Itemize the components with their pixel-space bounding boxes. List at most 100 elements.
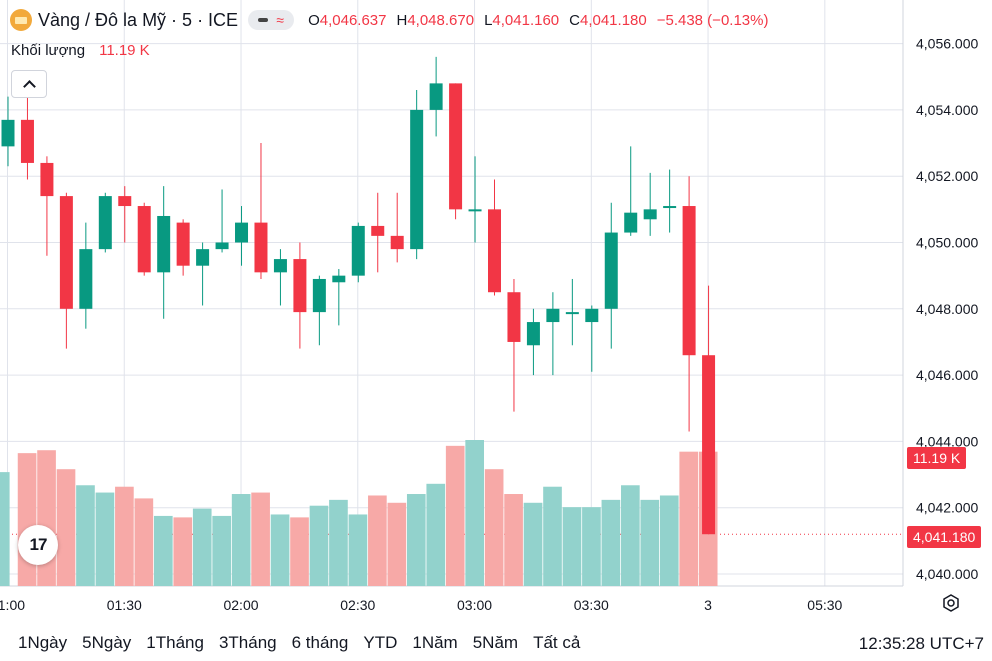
volume-bar bbox=[231, 494, 251, 586]
volume-bar bbox=[290, 517, 309, 586]
chart-type-toggle[interactable]: ≈ bbox=[248, 10, 295, 30]
candle-body bbox=[507, 292, 521, 342]
volume-bar bbox=[601, 499, 621, 586]
volume-bar bbox=[134, 498, 154, 586]
range-ytd[interactable]: YTD bbox=[363, 633, 398, 652]
collapse-legend-button[interactable] bbox=[11, 70, 47, 98]
volume-bar bbox=[562, 507, 582, 586]
volume-bar bbox=[309, 505, 329, 586]
volume-bar bbox=[621, 485, 640, 586]
y-tick-label: 4,052.000 bbox=[916, 168, 978, 184]
y-tick-label: 4,040.000 bbox=[916, 566, 978, 582]
candle-body bbox=[585, 308, 599, 323]
gold-coin-icon bbox=[10, 9, 32, 31]
candle-body bbox=[702, 355, 716, 535]
ohlc-values: O4,046.637 H4,048.670 L4,041.160 C4,041.180… bbox=[308, 12, 768, 29]
volume-bar bbox=[173, 517, 193, 586]
volume-bar bbox=[406, 494, 426, 586]
candle-body bbox=[157, 215, 171, 273]
volume-bar bbox=[37, 450, 56, 586]
minus-icon bbox=[258, 18, 269, 22]
x-tick-label: 05:30 bbox=[807, 597, 842, 613]
candle-body bbox=[79, 249, 93, 309]
candle-body bbox=[176, 222, 190, 266]
volume-bar bbox=[115, 486, 134, 586]
range-5-years[interactable]: 5Năm bbox=[472, 633, 519, 652]
candle-body bbox=[1, 119, 15, 147]
open-label: O bbox=[308, 11, 320, 29]
volume-label[interactable]: Khối lượng bbox=[11, 42, 86, 59]
x-tick-label: 01:00 bbox=[0, 597, 25, 613]
x-tick-label: 02:30 bbox=[340, 597, 375, 613]
y-tick-label: 4,044.000 bbox=[916, 433, 978, 449]
y-tick-label: 4,050.000 bbox=[916, 235, 978, 251]
candle-body bbox=[98, 196, 112, 250]
close-label: C bbox=[569, 11, 580, 29]
candle-body bbox=[526, 322, 540, 346]
x-tick-label: 3 bbox=[704, 597, 712, 613]
candle-body bbox=[565, 312, 579, 315]
tradingview-logo[interactable]: 17 bbox=[18, 525, 58, 565]
candle-body bbox=[351, 225, 365, 276]
volume-bar bbox=[17, 453, 37, 586]
volume-bar bbox=[504, 494, 523, 586]
low-value: 4,041.160 bbox=[492, 11, 560, 29]
low-label: L bbox=[484, 11, 493, 29]
candle-body bbox=[624, 212, 638, 233]
last-price-tag: 4,041.180 bbox=[907, 526, 982, 548]
volume-bar bbox=[484, 469, 504, 586]
candle-body bbox=[682, 206, 696, 356]
volume-bar bbox=[95, 492, 115, 586]
volume-value: 11.19 K bbox=[99, 42, 150, 59]
volume-bar bbox=[445, 445, 465, 586]
volume-price-tag: 11.19 K bbox=[907, 447, 967, 469]
range-5-days[interactable]: 5Ngày bbox=[82, 633, 132, 652]
range-all[interactable]: Tất cả bbox=[533, 633, 581, 652]
range-3-months[interactable]: 3Tháng bbox=[218, 633, 277, 652]
x-tick-label: 02:00 bbox=[223, 597, 258, 613]
candle-body bbox=[215, 242, 229, 250]
candle-body bbox=[371, 225, 385, 236]
change-value: −5.438 (−0.13%) bbox=[656, 11, 769, 29]
volume-legend: Khối lượng 11.19 K bbox=[11, 42, 150, 59]
volume-bar bbox=[192, 508, 212, 586]
candle-body bbox=[59, 196, 73, 309]
timeframe-bar: 1Ngày 5Ngày 1Tháng 3Tháng 6 tháng YTD 1N… bbox=[0, 625, 992, 661]
candle-body bbox=[312, 278, 326, 313]
y-tick-label: 4,056.000 bbox=[916, 36, 978, 52]
approx-icon: ≈ bbox=[276, 12, 284, 28]
candle-body bbox=[390, 235, 404, 250]
volume-bar bbox=[659, 495, 679, 586]
volume-bar bbox=[387, 502, 407, 586]
y-tick-label: 4,046.000 bbox=[916, 367, 978, 383]
x-tick-label: 03:00 bbox=[457, 597, 492, 613]
candle-body bbox=[118, 196, 132, 207]
volume-bar bbox=[523, 502, 543, 586]
range-1-year[interactable]: 1Năm bbox=[412, 633, 458, 652]
candle-body bbox=[137, 206, 151, 273]
candle-body bbox=[332, 275, 346, 283]
chart-header: Vàng / Đô la Mỹ · 5 · ICE ≈ O4,046.637 H 4… bbox=[0, 0, 768, 40]
settings-gear-icon[interactable] bbox=[942, 594, 960, 612]
candle-body bbox=[40, 162, 54, 197]
volume-bar bbox=[426, 483, 446, 586]
timezone-clock[interactable]: 12:35:28 UTC+7 bbox=[858, 634, 984, 653]
candle-body bbox=[663, 206, 677, 209]
candle-body bbox=[546, 308, 560, 323]
candle-body bbox=[410, 109, 424, 250]
high-label: H bbox=[396, 11, 408, 29]
candle-body bbox=[196, 249, 210, 266]
candle-body bbox=[643, 209, 657, 220]
volume-bar bbox=[640, 499, 660, 586]
candle-body bbox=[449, 83, 463, 210]
range-6-months[interactable]: 6 tháng bbox=[291, 633, 349, 652]
volume-bar bbox=[212, 515, 232, 586]
open-value: 4,046.637 bbox=[319, 11, 387, 29]
range-1-day[interactable]: 1Ngày bbox=[18, 633, 68, 652]
range-1-month[interactable]: 1Tháng bbox=[146, 633, 204, 652]
candle-body bbox=[604, 232, 618, 309]
y-tick-label: 4,048.000 bbox=[916, 301, 978, 317]
volume-bar bbox=[329, 499, 348, 586]
symbol-title[interactable]: Vàng / Đô la Mỹ · 5 · ICE bbox=[38, 9, 239, 30]
